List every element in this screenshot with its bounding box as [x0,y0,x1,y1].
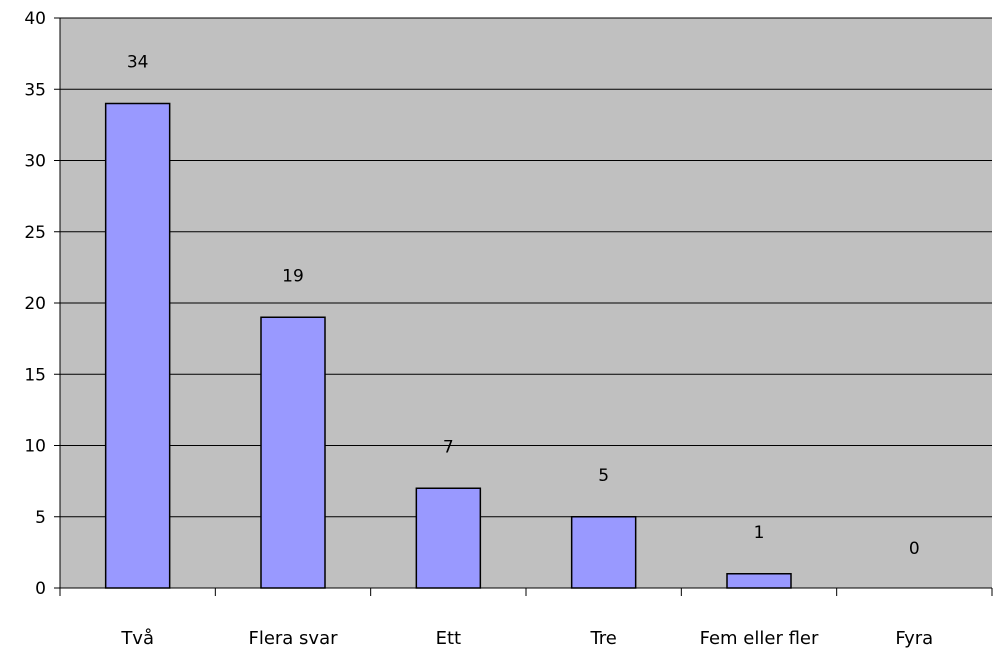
bars [104,102,792,589]
data-label: 0 [909,539,920,559]
data-label: 5 [598,466,609,486]
x-category-label: Ett [436,628,462,649]
x-category-label: Två [120,628,154,649]
y-tick-label: 5 [35,508,46,528]
data-label: 34 [127,53,149,73]
y-tick-label: 25 [24,223,46,243]
y-tick-label: 10 [24,437,46,457]
y-tick-label: 35 [24,80,46,100]
bar [726,573,792,589]
x-category-label: Fyra [895,628,933,649]
x-category-label: Flera svar [248,628,338,649]
data-label: 19 [282,266,304,286]
data-labels: 34 19 7 5 1 0 [127,53,920,560]
data-label: 1 [754,523,765,543]
bar [570,516,637,589]
bar [104,102,171,589]
bar [260,316,326,589]
x-category-label: Tre [589,628,616,649]
x-category-label: Fem eller fler [700,628,819,649]
data-label: 7 [443,437,454,457]
x-category-labels: Två Flera svar Ett Tre Fem eller fler Fyra [120,628,933,649]
bar [415,487,482,589]
y-tick-labels: 0 5 10 15 20 25 30 35 40 [24,9,46,599]
y-tick-label: 40 [24,9,46,29]
y-tick-label: 15 [24,365,46,385]
y-tick-label: 0 [35,579,46,599]
axes [54,17,993,596]
y-tick-label: 20 [24,294,46,314]
grid-lines [60,17,992,518]
y-tick-label: 30 [24,152,46,172]
